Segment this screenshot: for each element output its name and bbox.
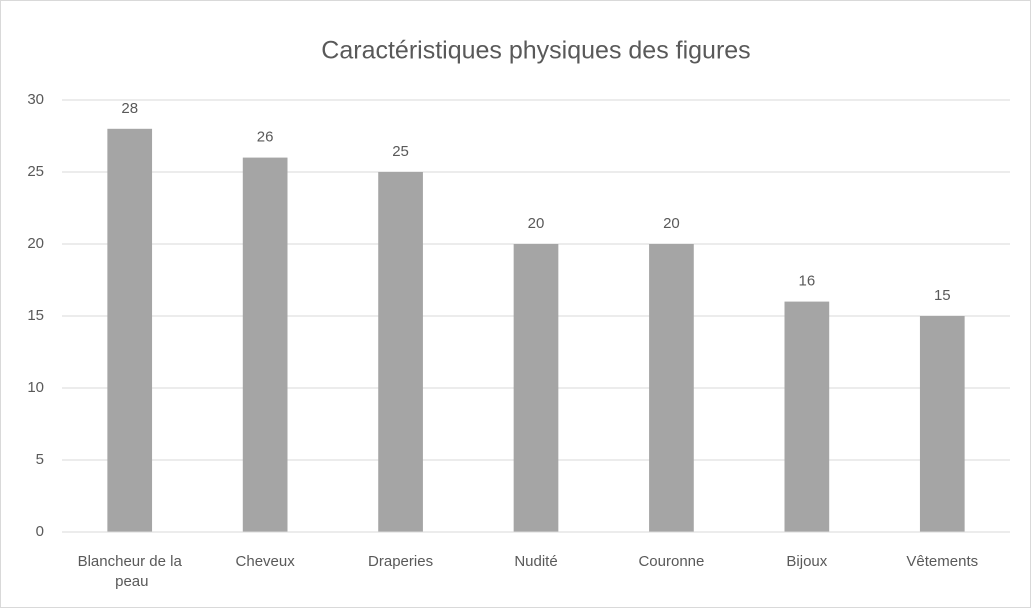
x-tick-label: Nudité [514, 553, 557, 570]
data-label: 20 [528, 215, 545, 232]
bar [784, 301, 830, 532]
x-tick-label: Vêtements [906, 553, 978, 570]
y-tick-label: 15 [27, 307, 44, 324]
data-label: 28 [121, 100, 138, 117]
data-label: 16 [799, 273, 816, 290]
bar [649, 244, 694, 532]
data-label: 20 [663, 215, 680, 232]
data-label: 15 [934, 287, 951, 304]
y-tick-label: 10 [27, 379, 44, 396]
x-tick-label: Cheveux [236, 553, 296, 570]
y-tick-label: 0 [36, 523, 44, 540]
x-tick-label: Bijoux [786, 553, 827, 570]
y-tick-label: 30 [27, 91, 44, 108]
bar [378, 172, 423, 532]
bar [919, 316, 965, 532]
data-label: 26 [257, 129, 274, 146]
chart-title: Caractéristiques physiques des figures [321, 37, 750, 65]
y-tick-label: 25 [27, 163, 44, 180]
x-tick-label: Couronne [638, 553, 704, 570]
x-tick-label: Blancheur de la peau [78, 553, 183, 590]
y-tick-label: 20 [27, 235, 44, 252]
bar [513, 244, 559, 532]
bar [107, 128, 153, 533]
bar [242, 157, 288, 532]
y-tick-label: 5 [36, 451, 44, 468]
data-label: 25 [392, 143, 409, 160]
x-tick-label: Draperies [368, 553, 433, 570]
